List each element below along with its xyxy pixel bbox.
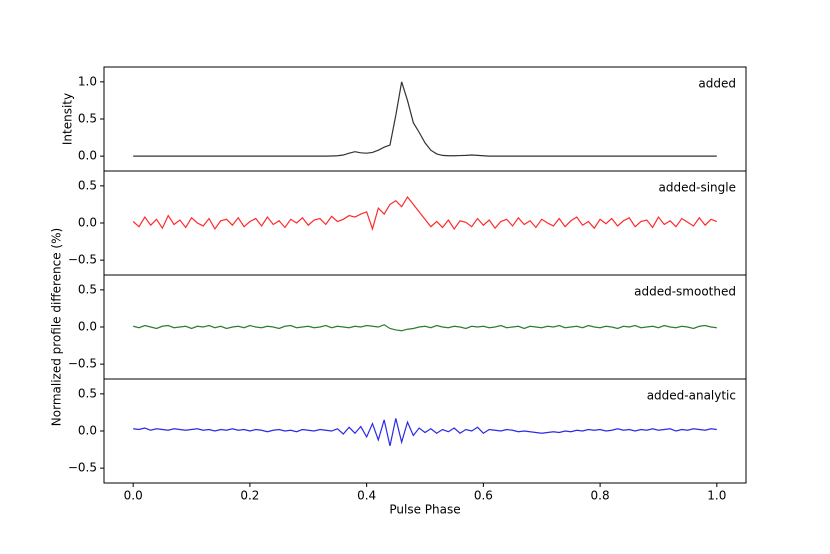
series-label: added-smoothed [634,285,736,299]
y-tick-label: 1.0 [78,74,97,88]
series-line [133,324,717,332]
x-tick-label: 0.8 [591,489,610,503]
series-line [133,81,717,157]
series-label: added [698,77,736,91]
y-tick-label: −0.5 [68,461,97,475]
y-tick-label: 0.5 [78,178,97,192]
y-tick-label: 0.5 [78,112,97,126]
x-tick-label: 0.4 [357,489,376,503]
panel-frame [103,66,747,172]
x-tick-label: 0.0 [124,489,143,503]
y-tick-label: 0.0 [78,149,97,163]
y-tick-label: −0.5 [68,253,97,267]
panel-frame [103,378,747,484]
y-tick-label: 0.0 [78,424,97,438]
series-label: added-single [659,181,736,195]
x-tick-label: 1.0 [707,489,726,503]
series-line [132,195,718,231]
y-tick-label: 0.5 [78,386,97,400]
series-label: added-analytic [647,389,736,403]
y-axis-label: Normalized profile difference (%) [50,228,64,426]
x-tick-label: 0.2 [240,489,259,503]
y-tick-label: 0.0 [78,216,97,230]
series-line [133,418,717,446]
x-axis-label: Pulse Phase [389,503,460,517]
x-tick-label: 0.6 [474,489,493,503]
y-tick-label: −0.5 [68,357,97,371]
y-axis-label: Intensity [61,93,75,145]
y-tick-label: 0.0 [78,320,97,334]
y-tick-label: 0.5 [78,282,97,296]
